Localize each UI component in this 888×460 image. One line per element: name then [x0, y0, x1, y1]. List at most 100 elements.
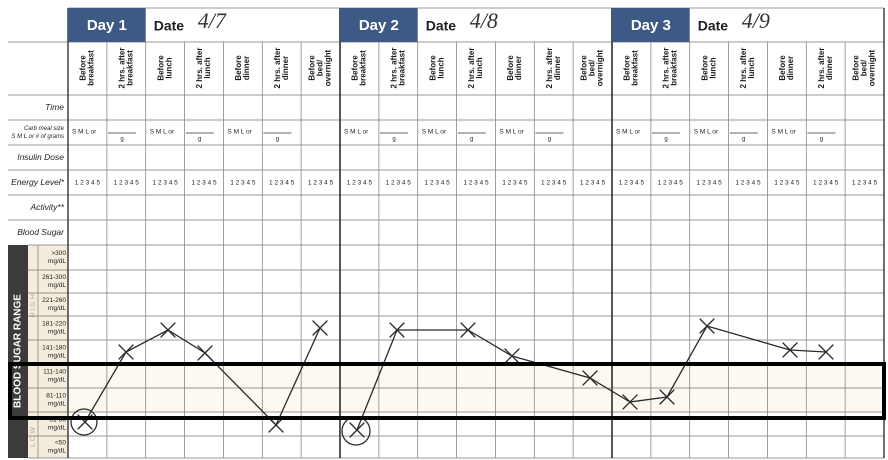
- column-header: lunch: [436, 57, 445, 78]
- x-mark: [699, 318, 715, 334]
- x-mark: [389, 322, 405, 338]
- energy-scale: 1 2 3 4 5: [463, 180, 489, 187]
- row-label: Time: [45, 102, 64, 112]
- energy-scale: 1 2 3 4 5: [580, 180, 606, 187]
- circle-mark: [70, 408, 98, 436]
- energy-scale: 1 2 3 4 5: [774, 180, 800, 187]
- x-mark: [118, 344, 134, 360]
- energy-scale: 1 2 3 4 5: [813, 180, 839, 187]
- carb-unit: g: [820, 137, 823, 143]
- column-header: bed/: [860, 59, 869, 76]
- plot-line: [356, 325, 827, 431]
- row-label: Energy Level*: [11, 177, 65, 187]
- column-header: lunch: [164, 57, 173, 78]
- range-title-bg: [8, 245, 28, 458]
- energy-scale: 1 2 3 4 5: [658, 180, 684, 187]
- column-header: 2 hrs. after: [545, 48, 554, 89]
- range-label: >300: [51, 250, 66, 257]
- column-header: 2 hrs. after: [467, 48, 476, 89]
- range-label: <50: [55, 440, 66, 447]
- carb-choice: S M L or: [616, 129, 641, 136]
- energy-scale: 1 2 3 4 5: [230, 180, 256, 187]
- carb-unit: g: [742, 137, 745, 143]
- column-header: lunch: [708, 57, 717, 78]
- column-header: overnight: [868, 49, 877, 86]
- x-mark: [268, 417, 284, 433]
- carb-unit: g: [392, 137, 395, 143]
- column-header: 2 hrs. after: [195, 48, 204, 89]
- column-header: 2 hrs. after: [389, 48, 398, 89]
- range-label: mg/dL: [48, 329, 66, 336]
- column-header: bed/: [316, 59, 325, 76]
- column-header: dinner: [825, 56, 834, 80]
- date-value: 4/9: [742, 8, 770, 33]
- carb-unit: g: [120, 137, 123, 143]
- range-label: mg/dL: [48, 401, 66, 408]
- carb-choice: S M L or: [227, 129, 252, 136]
- column-header: Before: [852, 55, 861, 81]
- range-label: mg/dL: [48, 258, 66, 265]
- carb-unit: g: [548, 137, 551, 143]
- range-label: 221-260: [42, 297, 66, 304]
- carb-choice: S M L or: [72, 129, 97, 136]
- energy-scale: 1 2 3 4 5: [114, 180, 140, 187]
- energy-scale: 1 2 3 4 5: [735, 180, 761, 187]
- range-label: mg/dL: [48, 425, 66, 432]
- column-header: Before: [79, 55, 88, 81]
- x-mark: [312, 320, 328, 336]
- range-label: 51-80: [49, 417, 66, 424]
- range-title: BLOOD SUGAR RANGE: [13, 294, 24, 408]
- energy-scale: 1 2 3 4 5: [191, 180, 217, 187]
- energy-scale: 1 2 3 4 5: [347, 180, 373, 187]
- range-label-bg: [28, 245, 68, 458]
- column-header: 2 hrs. after: [661, 48, 670, 89]
- range-label: 261-300: [42, 274, 66, 281]
- range-label: mg/dL: [48, 282, 66, 289]
- x-mark: [160, 322, 176, 338]
- column-header: Before: [234, 55, 243, 81]
- range-label: 81-110: [46, 393, 66, 400]
- energy-scale: 1 2 3 4 5: [852, 180, 878, 187]
- energy-scale: 1 2 3 4 5: [386, 180, 412, 187]
- energy-scale: 1 2 3 4 5: [696, 180, 722, 187]
- column-header: breakfast: [87, 50, 96, 86]
- range-label: mg/dL: [48, 377, 66, 384]
- carb-unit: g: [276, 137, 279, 143]
- row-label: Activity**: [29, 202, 64, 212]
- day-header: [68, 8, 146, 42]
- column-header: overnight: [324, 49, 333, 86]
- day-label: Day 2: [359, 17, 399, 34]
- energy-scale: 1 2 3 4 5: [308, 180, 334, 187]
- column-header: Before: [156, 55, 165, 81]
- energy-scale: 1 2 3 4 5: [424, 180, 450, 187]
- range-label: mg/dL: [48, 305, 66, 312]
- x-mark: [659, 389, 675, 405]
- row-label: S M L or # of grams: [11, 134, 64, 140]
- carb-unit: g: [664, 137, 667, 143]
- carb-unit: g: [198, 137, 201, 143]
- column-header: dinner: [281, 56, 290, 80]
- handwritten-plot: [70, 318, 834, 446]
- column-header: dinner: [786, 56, 795, 80]
- energy-scale: 1 2 3 4 5: [152, 180, 178, 187]
- energy-scale: 1 2 3 4 5: [619, 180, 645, 187]
- x-mark: [818, 344, 834, 360]
- column-header: Before: [351, 55, 360, 81]
- column-header: Before: [308, 55, 317, 81]
- date-value: 4/7: [198, 8, 227, 33]
- carb-choice: S M L or: [771, 129, 796, 136]
- date-label: Date: [698, 18, 729, 34]
- column-header: 2 hrs. after: [273, 48, 282, 89]
- range-label: mg/dL: [48, 353, 66, 360]
- column-header: dinner: [242, 56, 251, 80]
- column-header: Before: [623, 55, 632, 81]
- x-mark: [460, 322, 476, 338]
- low-label: LOW: [30, 425, 37, 447]
- carb-choice: S M L or: [499, 129, 524, 136]
- x-mark: [504, 348, 520, 364]
- day-label: Day 1: [87, 17, 127, 34]
- day-header: [340, 8, 418, 42]
- column-header: dinner: [514, 56, 523, 80]
- column-header: lunch: [475, 57, 484, 78]
- column-header: Before: [778, 55, 787, 81]
